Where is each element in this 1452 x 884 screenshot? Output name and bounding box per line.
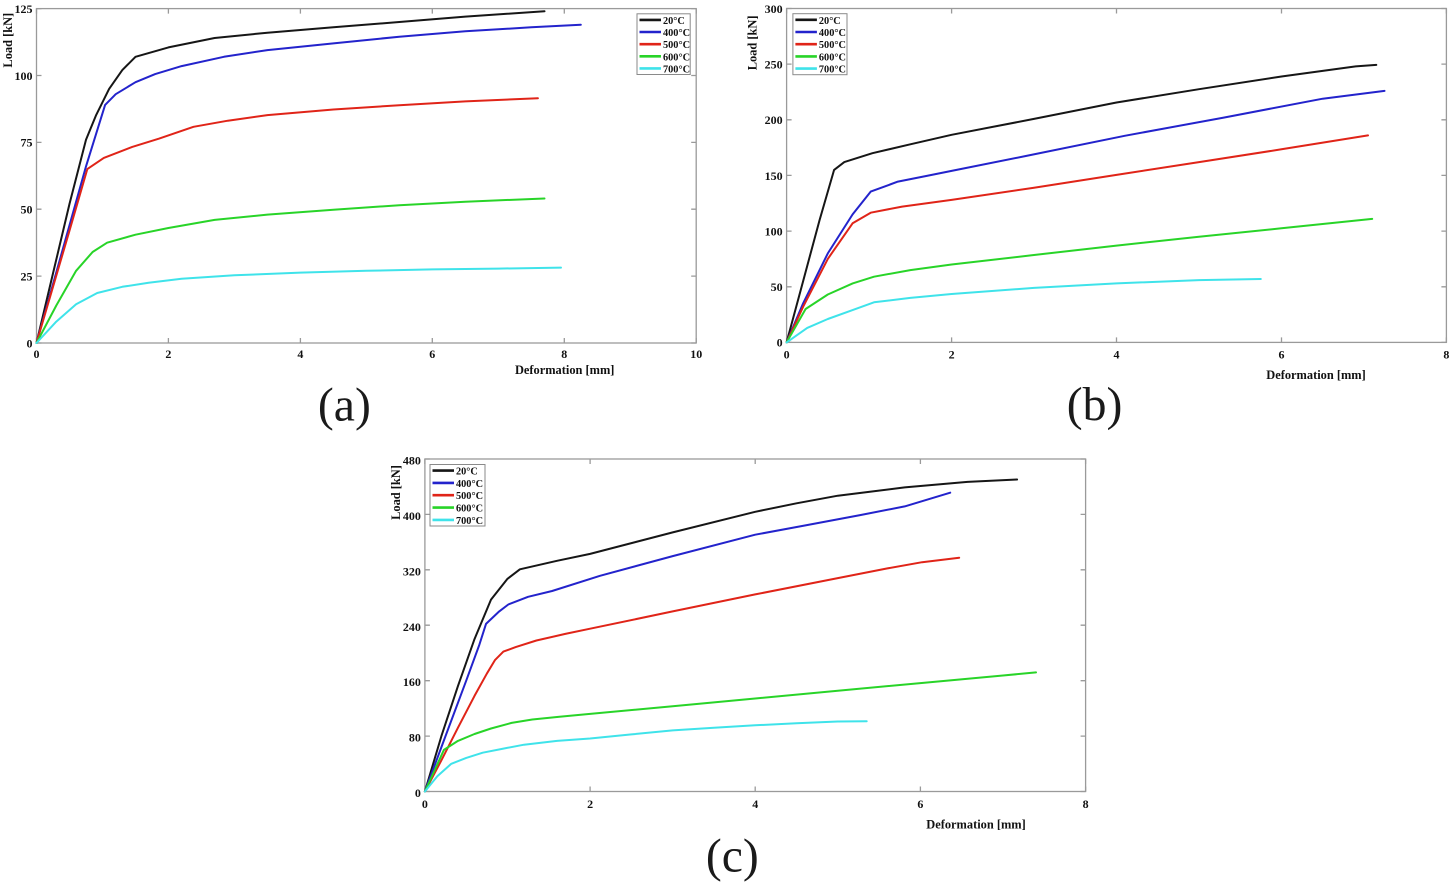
svg-text:480: 480 bbox=[403, 454, 421, 468]
svg-text:8: 8 bbox=[1083, 797, 1089, 811]
svg-text:6: 6 bbox=[1279, 347, 1285, 361]
svg-text:20°C: 20°C bbox=[819, 16, 841, 27]
svg-text:80: 80 bbox=[409, 731, 421, 745]
svg-text:Load [kN]: Load [kN] bbox=[1, 13, 15, 68]
svg-text:25: 25 bbox=[21, 269, 33, 283]
svg-text:125: 125 bbox=[15, 2, 33, 16]
svg-text:200: 200 bbox=[765, 113, 783, 127]
svg-text:0: 0 bbox=[777, 336, 783, 350]
svg-text:Deformation [mm]: Deformation [mm] bbox=[515, 363, 614, 377]
svg-text:6: 6 bbox=[917, 797, 923, 811]
svg-text:(a): (a) bbox=[318, 378, 371, 431]
svg-text:50: 50 bbox=[21, 203, 33, 217]
svg-text:8: 8 bbox=[561, 347, 567, 361]
svg-text:4: 4 bbox=[1114, 347, 1120, 361]
svg-text:500°C: 500°C bbox=[456, 491, 483, 502]
svg-text:600°C: 600°C bbox=[663, 52, 690, 63]
svg-text:400°C: 400°C bbox=[456, 479, 483, 490]
svg-text:320: 320 bbox=[403, 564, 421, 578]
svg-text:0: 0 bbox=[27, 336, 33, 350]
svg-text:0: 0 bbox=[784, 347, 790, 361]
svg-text:0: 0 bbox=[422, 797, 428, 811]
svg-text:250: 250 bbox=[765, 57, 783, 71]
svg-text:400°C: 400°C bbox=[663, 28, 690, 39]
svg-text:(c): (c) bbox=[706, 830, 759, 883]
svg-text:150: 150 bbox=[765, 169, 783, 183]
svg-text:600°C: 600°C bbox=[456, 504, 483, 515]
svg-text:2: 2 bbox=[587, 797, 593, 811]
svg-text:Deformation [mm]: Deformation [mm] bbox=[1266, 368, 1365, 382]
svg-text:20°C: 20°C bbox=[456, 467, 478, 478]
svg-text:400°C: 400°C bbox=[819, 28, 846, 39]
svg-text:50: 50 bbox=[771, 280, 783, 294]
svg-text:(b): (b) bbox=[1067, 378, 1123, 431]
svg-text:Load [kN]: Load [kN] bbox=[389, 465, 403, 520]
svg-text:500°C: 500°C bbox=[663, 40, 690, 51]
svg-text:4: 4 bbox=[297, 347, 303, 361]
svg-text:6: 6 bbox=[429, 347, 435, 361]
svg-text:160: 160 bbox=[403, 675, 421, 689]
svg-text:4: 4 bbox=[752, 797, 758, 811]
svg-text:700°C: 700°C bbox=[456, 516, 483, 527]
svg-text:10: 10 bbox=[690, 347, 702, 361]
svg-text:20°C: 20°C bbox=[663, 16, 685, 27]
svg-text:0: 0 bbox=[415, 786, 421, 800]
svg-text:8: 8 bbox=[1443, 347, 1449, 361]
svg-text:600°C: 600°C bbox=[819, 52, 846, 63]
svg-text:100: 100 bbox=[15, 69, 33, 83]
svg-text:700°C: 700°C bbox=[819, 65, 846, 76]
svg-text:2: 2 bbox=[165, 347, 171, 361]
svg-text:400: 400 bbox=[403, 509, 421, 523]
svg-text:240: 240 bbox=[403, 620, 421, 634]
svg-text:500°C: 500°C bbox=[819, 40, 846, 51]
svg-text:700°C: 700°C bbox=[663, 64, 690, 75]
svg-text:75: 75 bbox=[21, 136, 33, 150]
svg-text:Deformation [mm]: Deformation [mm] bbox=[926, 817, 1025, 831]
svg-text:0: 0 bbox=[34, 347, 40, 361]
svg-text:300: 300 bbox=[765, 2, 783, 16]
svg-text:2: 2 bbox=[949, 347, 955, 361]
svg-text:100: 100 bbox=[765, 224, 783, 238]
svg-text:Load [kN]: Load [kN] bbox=[746, 16, 760, 71]
